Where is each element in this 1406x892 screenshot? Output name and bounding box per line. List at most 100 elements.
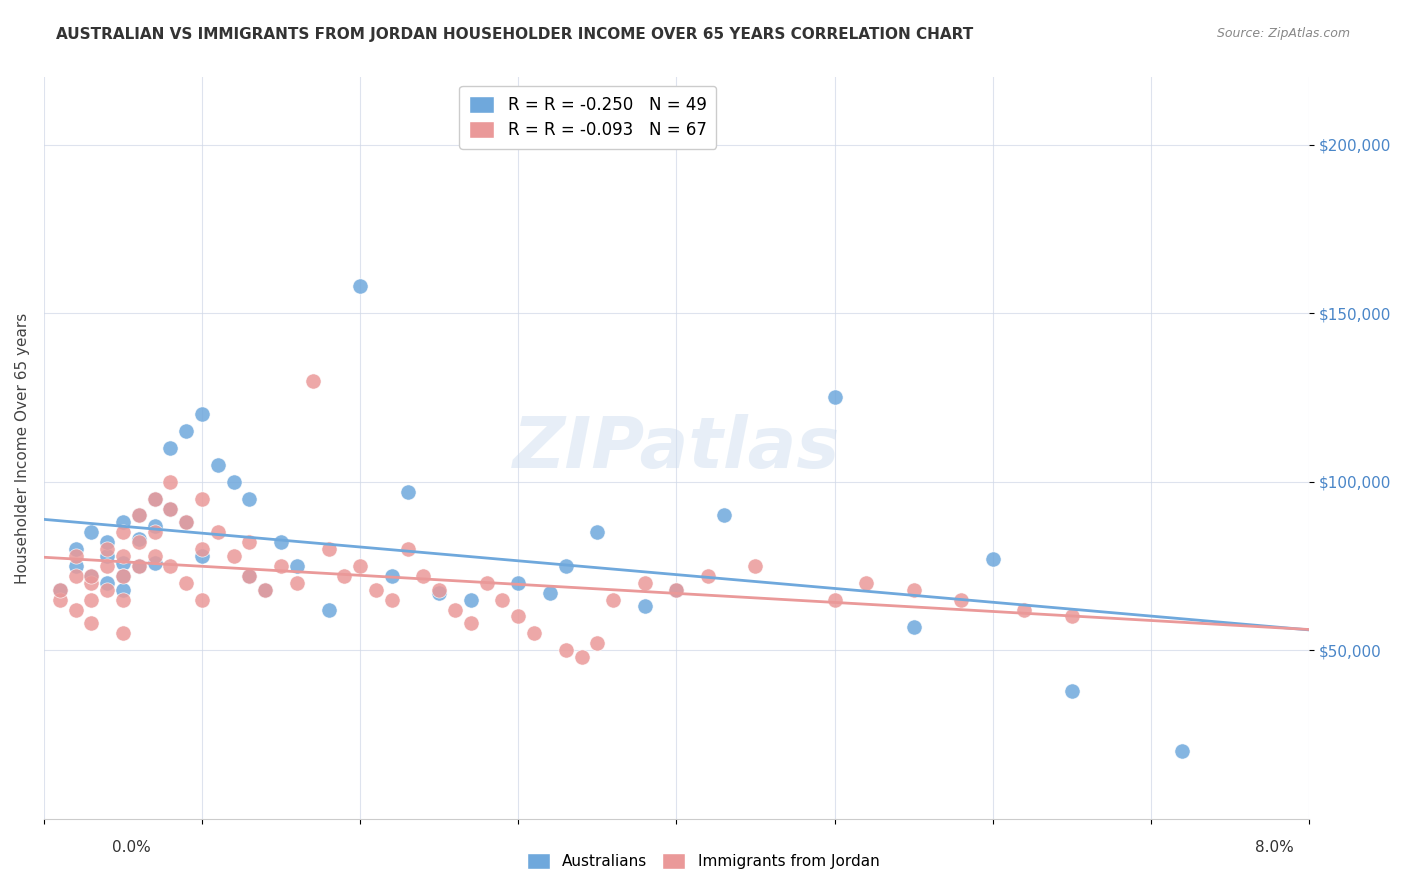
Point bbox=[238, 535, 260, 549]
Point bbox=[903, 619, 925, 633]
Point bbox=[427, 586, 450, 600]
Point bbox=[80, 575, 103, 590]
Point bbox=[111, 556, 134, 570]
Point bbox=[111, 549, 134, 563]
Point bbox=[96, 558, 118, 573]
Text: ZIPatlas: ZIPatlas bbox=[513, 414, 839, 483]
Point bbox=[80, 569, 103, 583]
Point bbox=[538, 586, 561, 600]
Point bbox=[143, 556, 166, 570]
Point bbox=[460, 616, 482, 631]
Point bbox=[571, 649, 593, 664]
Point bbox=[128, 558, 150, 573]
Point bbox=[159, 501, 181, 516]
Point bbox=[65, 549, 87, 563]
Point bbox=[111, 525, 134, 540]
Point bbox=[824, 592, 846, 607]
Point bbox=[412, 569, 434, 583]
Point bbox=[855, 575, 877, 590]
Point bbox=[396, 484, 419, 499]
Point bbox=[96, 575, 118, 590]
Point bbox=[523, 626, 546, 640]
Point bbox=[238, 491, 260, 506]
Point bbox=[349, 558, 371, 573]
Point bbox=[238, 569, 260, 583]
Point bbox=[128, 532, 150, 546]
Point bbox=[159, 501, 181, 516]
Point bbox=[508, 575, 530, 590]
Point bbox=[1014, 603, 1036, 617]
Point bbox=[191, 408, 214, 422]
Point bbox=[318, 542, 340, 557]
Point bbox=[207, 525, 229, 540]
Point bbox=[174, 515, 197, 529]
Point bbox=[191, 549, 214, 563]
Point bbox=[111, 515, 134, 529]
Point bbox=[159, 441, 181, 455]
Point bbox=[96, 535, 118, 549]
Point bbox=[254, 582, 277, 597]
Point bbox=[333, 569, 356, 583]
Point bbox=[65, 603, 87, 617]
Point bbox=[697, 569, 720, 583]
Y-axis label: Householder Income Over 65 years: Householder Income Over 65 years bbox=[15, 312, 30, 583]
Point bbox=[65, 542, 87, 557]
Point bbox=[143, 525, 166, 540]
Point bbox=[191, 592, 214, 607]
Point bbox=[174, 515, 197, 529]
Point bbox=[634, 599, 657, 614]
Point bbox=[554, 558, 576, 573]
Point bbox=[143, 491, 166, 506]
Point bbox=[713, 508, 735, 523]
Point bbox=[143, 518, 166, 533]
Point bbox=[80, 592, 103, 607]
Point bbox=[143, 549, 166, 563]
Point bbox=[159, 558, 181, 573]
Point bbox=[207, 458, 229, 472]
Point bbox=[96, 542, 118, 557]
Point bbox=[396, 542, 419, 557]
Point bbox=[475, 575, 498, 590]
Point bbox=[270, 535, 292, 549]
Point bbox=[48, 582, 70, 597]
Point bbox=[128, 558, 150, 573]
Text: 0.0%: 0.0% bbox=[112, 840, 152, 855]
Point bbox=[143, 491, 166, 506]
Text: AUSTRALIAN VS IMMIGRANTS FROM JORDAN HOUSEHOLDER INCOME OVER 65 YEARS CORRELATIO: AUSTRALIAN VS IMMIGRANTS FROM JORDAN HOU… bbox=[56, 27, 973, 42]
Point bbox=[301, 374, 323, 388]
Point bbox=[191, 542, 214, 557]
Point bbox=[381, 592, 404, 607]
Point bbox=[191, 491, 214, 506]
Legend: Australians, Immigrants from Jordan: Australians, Immigrants from Jordan bbox=[520, 847, 886, 875]
Point bbox=[285, 558, 308, 573]
Point bbox=[427, 582, 450, 597]
Point bbox=[349, 279, 371, 293]
Point bbox=[824, 391, 846, 405]
Point bbox=[444, 603, 467, 617]
Point bbox=[111, 592, 134, 607]
Point bbox=[634, 575, 657, 590]
Point bbox=[285, 575, 308, 590]
Point bbox=[128, 535, 150, 549]
Point bbox=[48, 592, 70, 607]
Legend: R = R = -0.250   N = 49, R = R = -0.093   N = 67: R = R = -0.250 N = 49, R = R = -0.093 N … bbox=[460, 86, 717, 149]
Point bbox=[65, 558, 87, 573]
Point bbox=[80, 616, 103, 631]
Point bbox=[1171, 744, 1194, 758]
Point bbox=[554, 643, 576, 657]
Point bbox=[586, 636, 609, 650]
Point bbox=[364, 582, 387, 597]
Point bbox=[318, 603, 340, 617]
Point bbox=[665, 582, 688, 597]
Point bbox=[491, 592, 513, 607]
Point bbox=[48, 582, 70, 597]
Point bbox=[96, 549, 118, 563]
Point bbox=[174, 575, 197, 590]
Text: 8.0%: 8.0% bbox=[1254, 840, 1294, 855]
Point bbox=[270, 558, 292, 573]
Point bbox=[903, 582, 925, 597]
Point bbox=[111, 569, 134, 583]
Point bbox=[80, 569, 103, 583]
Point bbox=[80, 525, 103, 540]
Point bbox=[111, 582, 134, 597]
